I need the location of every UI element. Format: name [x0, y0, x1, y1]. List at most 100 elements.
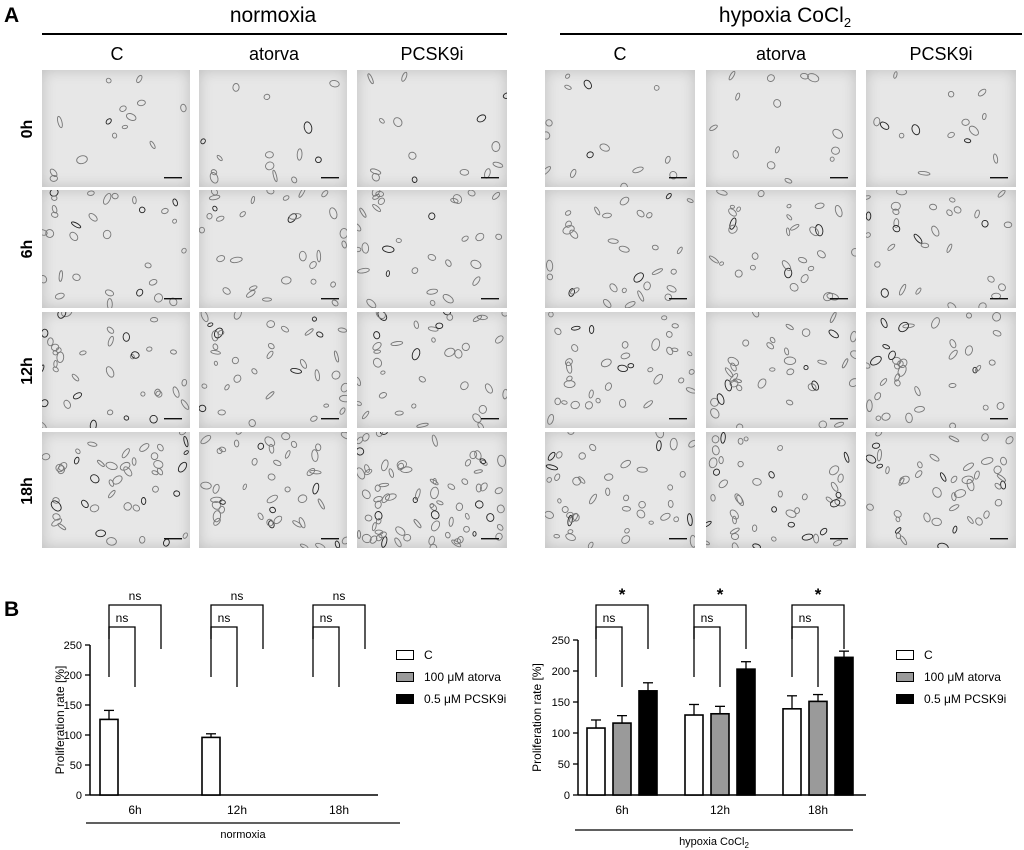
normoxia-bracket-c-vs-atorva-18h	[312, 626, 340, 687]
normoxia-sig-label-c-vs-atorva-12h: ns	[218, 611, 231, 625]
legend-item-pcsk9i: 0.5 μM PCSK9i	[896, 688, 1006, 710]
hypoxia-bar-c-12h	[684, 714, 704, 796]
hypoxia-bracket-c-vs-pcsk9i-18h	[791, 604, 845, 649]
micrograph-hypoxia-c-6h	[545, 190, 695, 308]
hypoxia-y-tick-label: 0	[564, 790, 570, 802]
hypoxia-x-tick-label: 6h	[615, 803, 628, 817]
hypoxia-bar-c-6h	[586, 727, 606, 796]
legend-item-c: C	[896, 644, 1006, 666]
legend-swatch-pcsk9i	[896, 694, 914, 704]
normoxia-sig-label-c-vs-pcsk9i-12h: ns	[231, 589, 244, 603]
hypoxia-bar-pcsk9i-18h	[834, 656, 854, 796]
legend-label-pcsk9i: 0.5 μM PCSK9i	[424, 692, 507, 706]
legend-item-atorva: 100 μM atorva	[396, 666, 506, 688]
legend-swatch-atorva	[396, 672, 414, 682]
legend-label-pcsk9i: 0.5 μM PCSK9i	[924, 692, 1007, 706]
micrograph-normoxia-c-0h	[42, 70, 190, 187]
hypoxia-sig-label-c-vs-pcsk9i-18h: *	[815, 585, 822, 604]
legend-swatch-pcsk9i	[396, 694, 414, 704]
hypoxia-bar-atorva-6h	[612, 722, 632, 796]
normoxia-x-tick-label: 12h	[227, 803, 247, 817]
normoxia-y-tick-label: 0	[76, 790, 82, 802]
normoxia-sig-label-c-vs-pcsk9i-6h: ns	[129, 589, 142, 603]
legend-normoxia: C 100 μM atorva 0.5 μM PCSK9i	[396, 644, 506, 710]
hypoxia-bar-atorva-12h	[710, 712, 730, 796]
hypoxia-bracket-c-vs-atorva-12h	[693, 626, 721, 687]
legend-label-atorva: 100 μM atorva	[424, 670, 501, 684]
hypoxia-sig-label-c-vs-atorva-18h: ns	[799, 611, 812, 625]
col-label-pcsk9i-hypoxia: PCSK9i	[909, 44, 973, 64]
hypoxia-sig-label-c-vs-atorva-6h: ns	[603, 611, 616, 625]
normoxia-bar-c-12h	[201, 736, 221, 796]
legend-swatch-atorva	[896, 672, 914, 682]
normoxia-sig-label-c-vs-pcsk9i-18h: ns	[333, 589, 346, 603]
micrograph-normoxia-pcsk9i-18h	[357, 432, 507, 548]
micrograph-hypoxia-atorva-6h	[706, 190, 856, 308]
micrograph-hypoxia-atorva-18h	[706, 432, 856, 548]
col-label-c-normoxia: C	[110, 44, 124, 64]
hypoxia-y-axis-label: Proliferation rate [%]	[530, 663, 544, 772]
col-label-atorva-normoxia: atorva	[248, 44, 300, 64]
micrograph-normoxia-atorva-12h	[199, 312, 347, 428]
legend-item-c: C	[396, 644, 506, 666]
micrograph-normoxia-pcsk9i-0h	[357, 70, 507, 187]
hypoxia-title-sub: 2	[843, 15, 852, 31]
normoxia-bar-c-6h	[99, 718, 119, 796]
normoxia-bracket-c-vs-atorva-6h	[108, 626, 136, 687]
legend-label-c: C	[924, 648, 933, 662]
micrograph-hypoxia-pcsk9i-12h	[866, 312, 1016, 428]
normoxia-x-tick-label: 6h	[128, 803, 141, 817]
micrograph-hypoxia-atorva-12h	[706, 312, 856, 428]
micrograph-hypoxia-c-0h	[545, 70, 695, 187]
normoxia-y-tick-label: 150	[64, 700, 82, 712]
hypoxia-group-label: hypoxia CoCl2	[679, 836, 749, 850]
micrograph-normoxia-c-6h	[42, 190, 190, 308]
normoxia-sig-label-c-vs-atorva-6h: ns	[116, 611, 129, 625]
hypoxia-bar-c-18h	[782, 708, 802, 796]
hypoxia-y-tick-label: 100	[552, 728, 570, 740]
normoxia-x-tick-label: 18h	[329, 803, 349, 817]
micrograph-normoxia-atorva-0h	[199, 70, 347, 187]
normoxia-y-tick-label: 100	[64, 730, 82, 742]
hypoxia-bar-pcsk9i-12h	[736, 668, 756, 796]
legend-swatch-c	[896, 650, 914, 660]
micrograph-normoxia-pcsk9i-12h	[357, 312, 507, 428]
panel-b-letter: B	[4, 598, 20, 621]
legend-hypoxia: C 100 μM atorva 0.5 μM PCSK9i	[896, 644, 1006, 710]
legend-label-c: C	[424, 648, 433, 662]
legend-item-pcsk9i: 0.5 μM PCSK9i	[396, 688, 506, 710]
normoxia-sig-label-c-vs-atorva-18h: ns	[320, 611, 333, 625]
hypoxia-y-tick-label: 50	[558, 759, 570, 771]
hypoxia-bracket-c-vs-pcsk9i-6h	[595, 604, 649, 649]
hypoxia-title-text: hypoxia CoCl	[718, 4, 844, 27]
hypoxia-y-tick-label: 150	[552, 697, 570, 709]
normoxia-y-tick-label: 250	[64, 640, 82, 652]
hypoxia-bar-atorva-18h	[808, 700, 828, 796]
micrograph-normoxia-c-12h	[42, 312, 190, 428]
normoxia-title-text: normoxia	[229, 4, 317, 27]
col-label-pcsk9i-normoxia: PCSK9i	[400, 44, 464, 64]
hypoxia-rule	[560, 33, 1022, 35]
normoxia-group-label: normoxia	[220, 829, 266, 841]
hypoxia-sig-label-c-vs-pcsk9i-12h: *	[717, 585, 724, 604]
hypoxia-y-tick-label: 250	[552, 635, 570, 647]
hypoxia-sig-label-c-vs-pcsk9i-6h: *	[619, 585, 626, 604]
normoxia-bracket-c-vs-pcsk9i-6h	[108, 604, 162, 649]
micrograph-hypoxia-atorva-0h	[706, 70, 856, 187]
normoxia-bracket-c-vs-atorva-12h	[210, 626, 238, 687]
hypoxia-bar-pcsk9i-6h	[638, 690, 658, 796]
hypoxia-x-tick-label: 12h	[710, 803, 730, 817]
normoxia-y-tick-label: 200	[64, 670, 82, 682]
micrograph-hypoxia-pcsk9i-6h	[866, 190, 1016, 308]
hypoxia-bracket-c-vs-pcsk9i-12h	[693, 604, 747, 649]
micrograph-normoxia-pcsk9i-6h	[357, 190, 507, 308]
hypoxia-title: hypoxia CoCl2	[700, 4, 870, 30]
micrograph-hypoxia-c-18h	[545, 432, 695, 548]
hypoxia-y-tick-label: 200	[552, 666, 570, 678]
legend-item-atorva: 100 μM atorva	[896, 666, 1006, 688]
hypoxia-group-label-sub: 2	[744, 841, 749, 850]
normoxia-bracket-c-vs-pcsk9i-12h	[210, 604, 264, 649]
hypoxia-sig-label-c-vs-atorva-12h: ns	[701, 611, 714, 625]
micrograph-normoxia-atorva-6h	[199, 190, 347, 308]
normoxia-title: normoxia	[193, 4, 353, 30]
